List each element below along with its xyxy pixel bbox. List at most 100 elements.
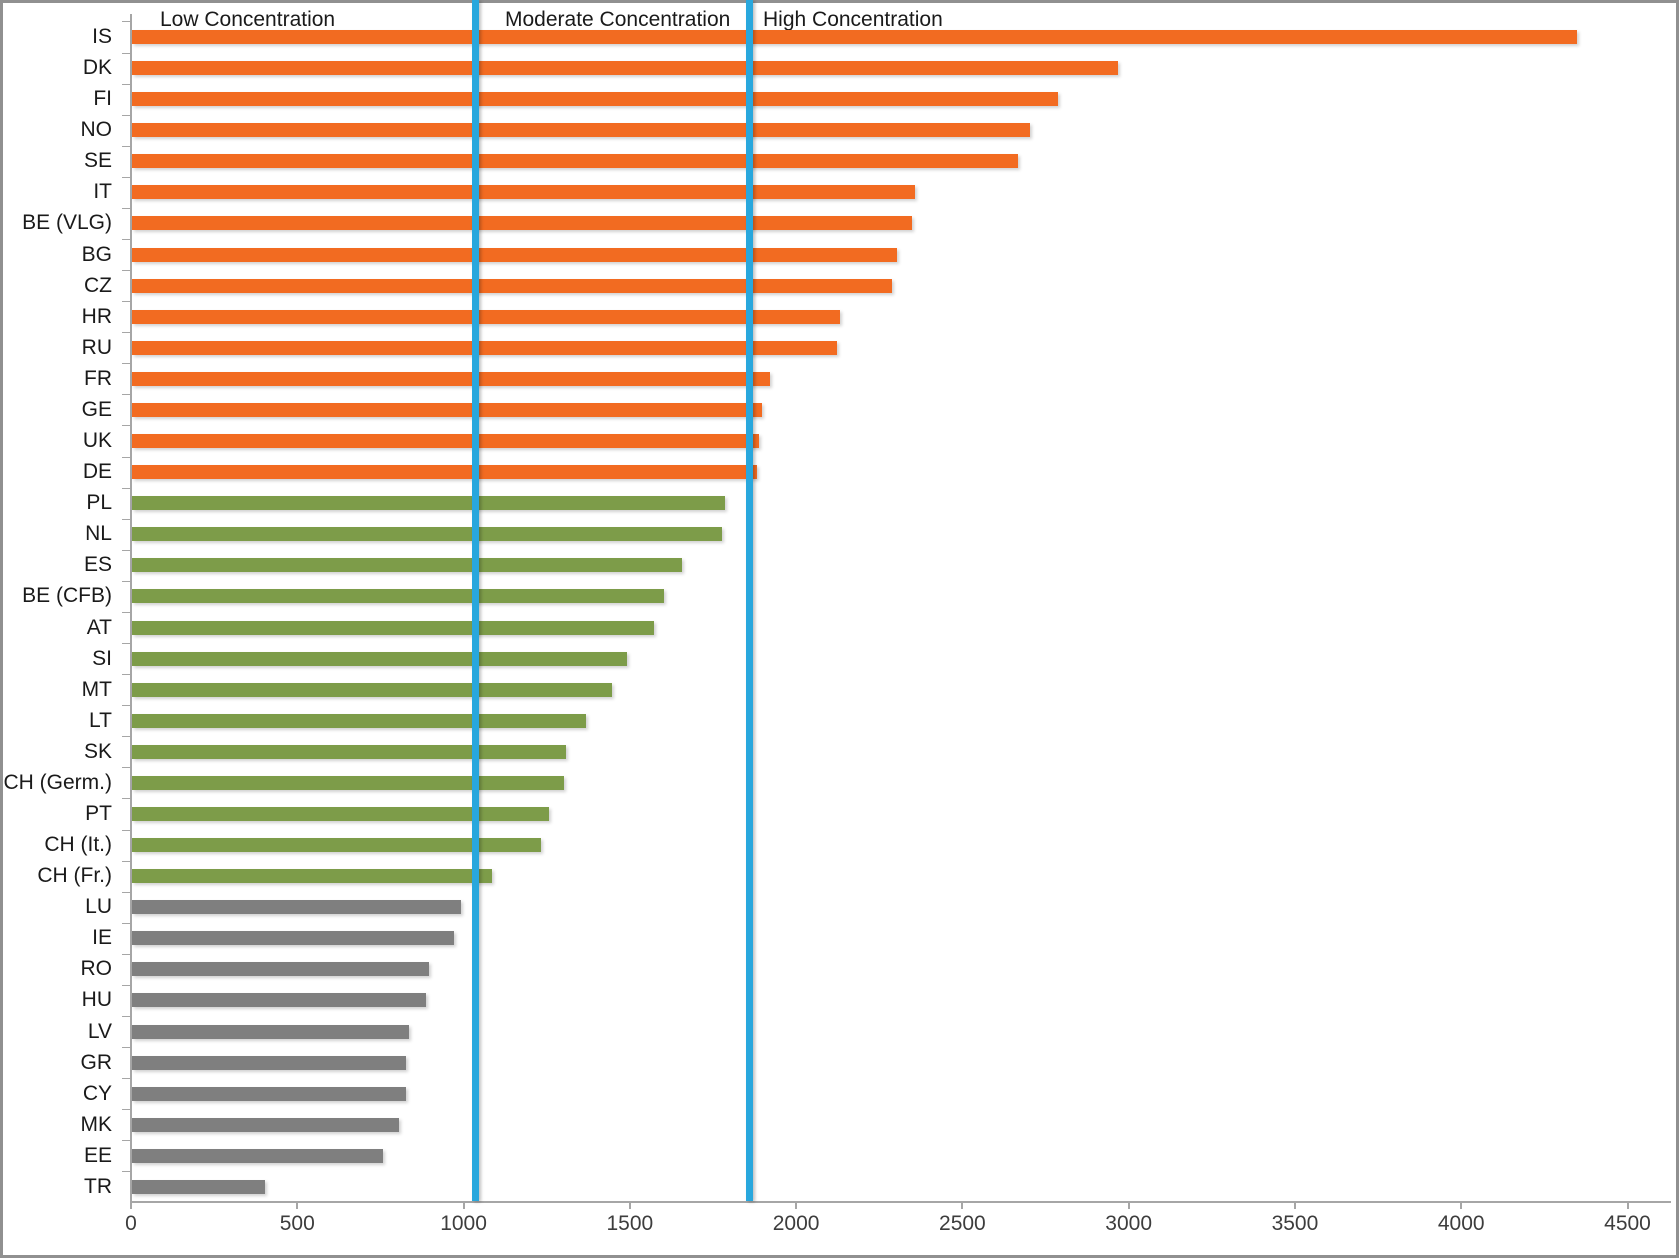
y-axis-tick [122, 363, 130, 364]
y-axis-tick [122, 519, 130, 520]
x-axis-tick-label: 3500 [1271, 1212, 1319, 1235]
y-axis-tick [122, 798, 130, 799]
y-axis-tick [122, 270, 130, 271]
y-axis-tick [122, 830, 130, 831]
bar-PT [132, 807, 550, 821]
x-axis-tick-label: 0 [125, 1212, 137, 1235]
category-label: ES [83, 553, 112, 577]
y-axis-tick [122, 301, 130, 302]
y-axis-tick [122, 736, 130, 737]
y-axis-tick [122, 767, 130, 768]
y-axis-tick [122, 1078, 130, 1079]
y-axis-tick [122, 425, 130, 426]
y-axis-tick [122, 21, 130, 22]
y-axis-tick [122, 643, 130, 644]
category-label: AT [86, 615, 112, 639]
category-label: MK [80, 1112, 113, 1136]
category-label: EE [83, 1143, 112, 1167]
category-label: CH (It.) [44, 833, 112, 857]
x-axis-tick [1460, 1201, 1463, 1209]
bar-HR [132, 309, 840, 324]
y-axis-tick [122, 115, 130, 116]
category-label: CZ [84, 273, 112, 297]
bar-LV [132, 1024, 410, 1039]
x-axis-tick [130, 1201, 132, 1209]
category-label: FR [84, 366, 112, 390]
y-axis-tick [122, 1140, 130, 1141]
y-axis-tick [122, 581, 130, 582]
category-label: GE [81, 397, 112, 421]
x-axis-tick-label: 500 [279, 1212, 315, 1235]
category-label: NL [85, 522, 112, 546]
bar-AT [132, 620, 654, 635]
y-axis-tick [122, 550, 130, 551]
bar-GR [132, 1055, 407, 1070]
category-label: DE [82, 460, 112, 484]
y-axis-tick [122, 394, 130, 395]
bar-SE [132, 154, 1018, 169]
category-label: TR [84, 1174, 112, 1198]
y-axis-tick [122, 861, 130, 862]
y-axis-tick [122, 488, 130, 489]
zone-label-low: Low Concentration [160, 8, 336, 31]
bar-BG [132, 247, 897, 262]
bar-DE [132, 465, 757, 480]
bar-RO [132, 962, 430, 977]
x-axis-tick-label: 3000 [1105, 1212, 1153, 1235]
x-axis-tick [628, 1201, 631, 1209]
bar-BE (VLG) [132, 216, 912, 231]
x-axis-line [130, 1201, 1671, 1203]
category-label: HR [81, 304, 112, 328]
y-axis-tick [122, 146, 130, 147]
bar-LT [132, 713, 586, 728]
category-label: IE [92, 926, 112, 950]
y-axis-tick [122, 954, 130, 955]
bar-IE [132, 931, 455, 946]
bar-EE [132, 1148, 383, 1163]
bar-BE (CFB) [132, 589, 664, 604]
category-label: BG [81, 242, 112, 266]
zone-label-high: High Concentration [763, 8, 943, 31]
bar-FI [132, 92, 1058, 107]
x-axis-tick [795, 1201, 798, 1209]
y-axis-tick [122, 1047, 130, 1048]
y-axis-tick [122, 705, 130, 706]
category-label: GR [80, 1050, 113, 1074]
category-label: HU [81, 988, 112, 1012]
y-axis-tick [122, 84, 130, 85]
y-axis-tick [122, 177, 130, 178]
bar-TR [132, 1179, 265, 1194]
y-axis-tick [122, 457, 130, 458]
category-label: NO [80, 118, 113, 142]
bar-FR [132, 371, 771, 386]
x-axis-tick-label: 1500 [606, 1212, 654, 1235]
y-axis-tick [122, 612, 130, 613]
bar-CH (Germ.) [132, 775, 564, 790]
category-label: DK [82, 56, 112, 80]
bar-NL [132, 527, 722, 542]
category-label: IT [93, 180, 112, 204]
category-label: LT [89, 708, 112, 732]
category-label: SK [83, 739, 112, 763]
y-axis-tick [122, 892, 130, 893]
y-axis-tick [122, 674, 130, 675]
bar-ES [132, 558, 683, 573]
category-label: RO [80, 957, 113, 981]
category-label: FI [93, 87, 112, 111]
bar-IT [132, 185, 915, 200]
category-label: SI [92, 646, 112, 670]
y-axis-tick [122, 1171, 130, 1172]
category-label: PL [86, 491, 112, 515]
y-axis-tick [122, 985, 130, 986]
bar-HU [132, 993, 426, 1008]
bar-CZ [132, 278, 892, 293]
x-axis-tick-label: 4000 [1437, 1212, 1485, 1235]
category-label: RU [81, 335, 112, 359]
bar-MK [132, 1117, 400, 1132]
category-label: CY [82, 1081, 112, 1105]
zone-label-moderate: Moderate Concentration [505, 8, 731, 31]
x-axis-tick [462, 1201, 465, 1209]
bar-MT [132, 682, 613, 697]
category-label: CH (Fr.) [37, 864, 112, 888]
x-axis-tick-label: 4500 [1604, 1212, 1651, 1235]
